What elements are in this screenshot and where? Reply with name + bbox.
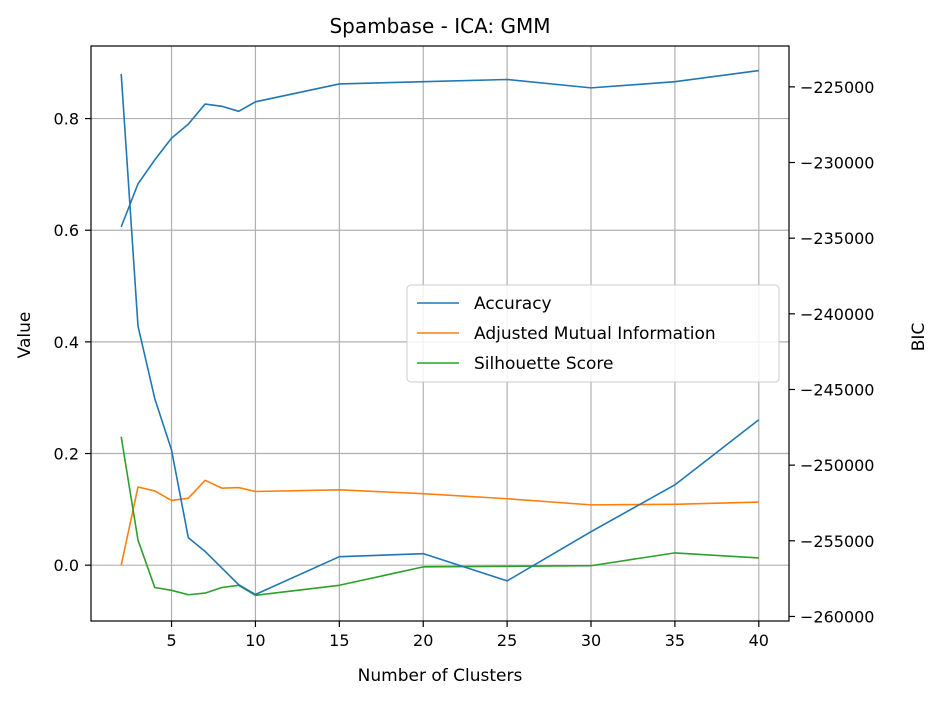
y2-tick-label: −255000 [800, 532, 874, 551]
plot-lines [120, 69, 760, 597]
x-tick-label: 40 [749, 631, 769, 650]
x-tick-label: 15 [329, 631, 349, 650]
series-line-adjusted-mutual-information [120, 479, 759, 566]
x-tick-label: 30 [581, 631, 601, 650]
plot-frame [90, 45, 790, 622]
legend-label: Accuracy [474, 294, 552, 314]
x-tick-label: 35 [665, 631, 685, 650]
legend-label: Adjusted Mutual Information [474, 324, 716, 344]
x-tick-label: 5 [166, 631, 176, 650]
y2-tick-label: −235000 [800, 229, 874, 248]
axes: 5 10 15 20 25 30 35 40 0.0 0.2 0.4 0.6 0.8 −260000 −25… [54, 45, 874, 650]
series-line-accuracy [120, 69, 759, 228]
x-tick-label: 10 [245, 631, 265, 650]
y2-axis-label: BIC [909, 323, 929, 352]
y2-tick-label: −240000 [800, 305, 874, 324]
chart-title: Spambase - ICA: GMM [329, 14, 550, 38]
y-tick-label: 0.8 [54, 110, 79, 129]
y2-tick-label: −250000 [800, 456, 874, 475]
x-axis-label: Number of Clusters [358, 666, 523, 686]
legend-label: Silhouette Score [474, 354, 613, 374]
legend: Accuracy Adjusted Mutual Information Silho… [406, 284, 780, 383]
x-tick-label: 20 [413, 631, 433, 650]
legend-box [406, 284, 780, 383]
series-line-bic-right-axis [120, 73, 760, 596]
y2-tick-label: −245000 [800, 380, 874, 399]
y2-tick-label: −230000 [800, 154, 874, 173]
y-tick-label: 0.6 [54, 221, 79, 240]
x-tick-label: 25 [497, 631, 517, 650]
y-tick-label: 0.4 [54, 333, 79, 352]
series-line-silhouette-score [120, 436, 759, 597]
y-axis-label: Value [15, 312, 35, 359]
y-tick-label: 0.2 [54, 445, 79, 464]
y2-tick-label: −260000 [800, 607, 874, 626]
y-tick-label: 0.0 [54, 556, 79, 575]
y2-tick-label: −225000 [800, 78, 874, 97]
